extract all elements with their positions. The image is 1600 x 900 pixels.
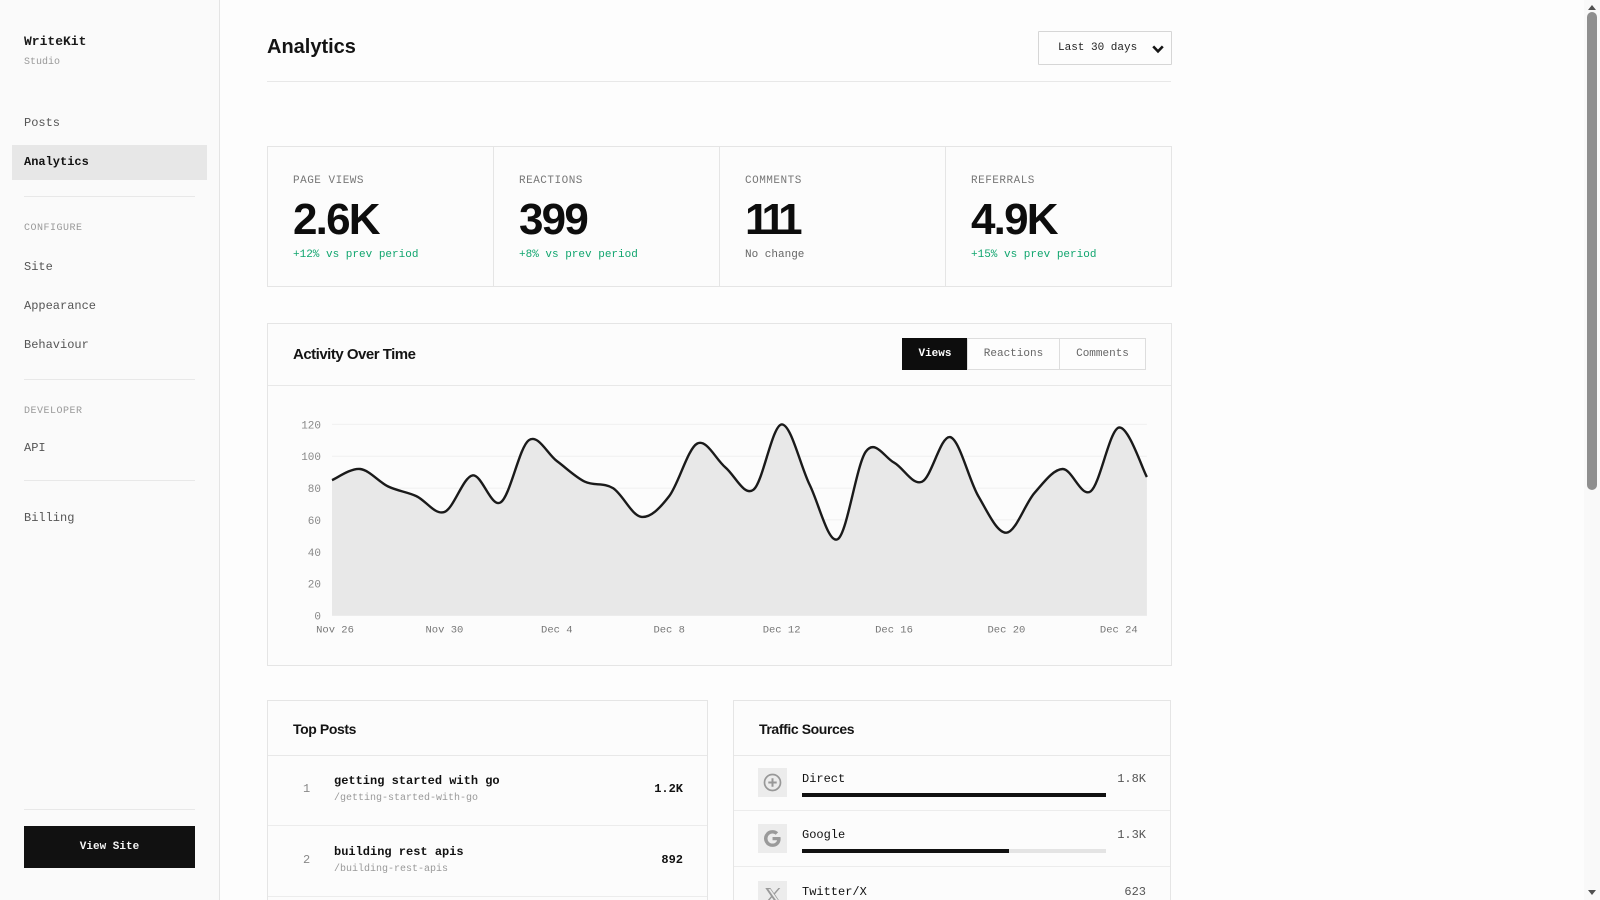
svg-text:Dec 4: Dec 4 xyxy=(541,625,573,637)
svg-text:Dec 12: Dec 12 xyxy=(763,625,801,637)
svg-text:40: 40 xyxy=(308,548,321,560)
svg-text:0: 0 xyxy=(314,612,321,624)
svg-text:80: 80 xyxy=(308,484,321,496)
svg-text:60: 60 xyxy=(308,516,321,528)
svg-text:100: 100 xyxy=(301,452,321,464)
svg-text:Dec 24: Dec 24 xyxy=(1100,625,1138,637)
svg-text:20: 20 xyxy=(308,580,321,592)
svg-text:120: 120 xyxy=(301,420,321,432)
svg-text:Dec 16: Dec 16 xyxy=(875,625,913,637)
svg-text:Nov 30: Nov 30 xyxy=(425,625,463,637)
svg-text:Dec 8: Dec 8 xyxy=(653,625,685,637)
svg-text:Nov 26: Nov 26 xyxy=(316,625,354,637)
svg-text:Dec 20: Dec 20 xyxy=(987,625,1025,637)
